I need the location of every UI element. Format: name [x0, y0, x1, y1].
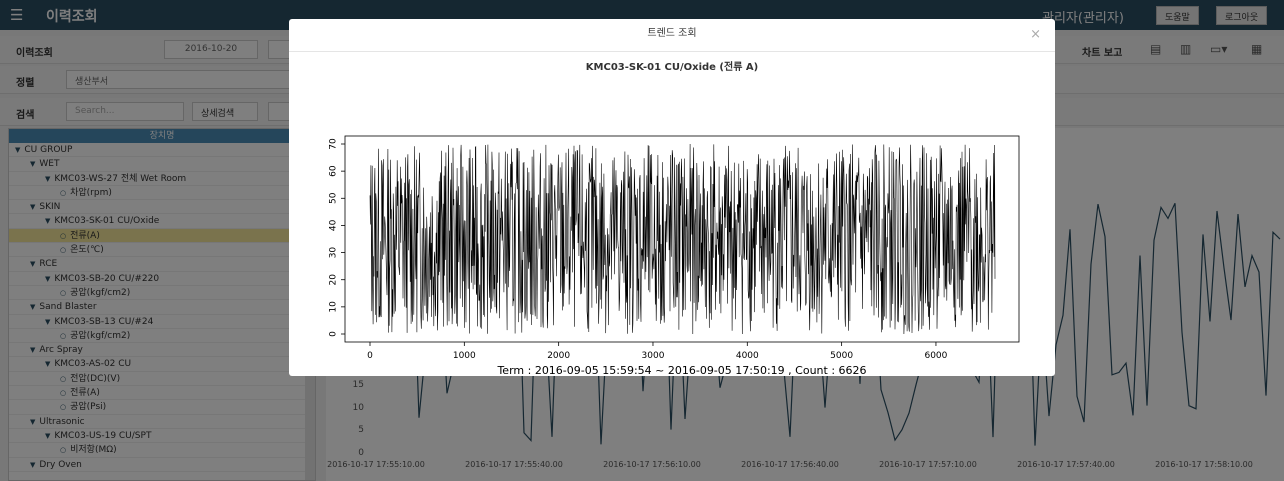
x-tick-label: 1000: [453, 351, 476, 361]
term-footer: Term : 2016-09-05 15:59:54 ~ 2016-09-05 …: [496, 364, 866, 376]
y-tick-label: 60: [329, 165, 339, 177]
y-tick-label: 30: [329, 247, 339, 259]
plot-frame: [344, 135, 1020, 343]
close-icon[interactable]: ×: [1030, 27, 1041, 42]
x-tick-label: 5000: [830, 351, 853, 361]
y-tick-label: 40: [329, 219, 339, 231]
trend-modal: 트렌드 조회 × KMC03-SK-01 CU/Oxide (전류 A) 0 100…: [289, 19, 1055, 376]
y-tick-label: 0: [329, 331, 339, 337]
x-tick-label: 4000: [736, 351, 759, 361]
x-tick-label: 6000: [924, 351, 947, 361]
chart-title: KMC03-SK-01 CU/Oxide (전류 A): [586, 60, 758, 73]
x-tick-label: 2000: [547, 351, 570, 361]
series-line: [369, 143, 996, 335]
modal-title: 트렌드 조회: [289, 19, 1055, 52]
y-tick-label: 20: [329, 274, 339, 286]
x-tick-label: 0: [367, 351, 373, 361]
y-tick-label: 50: [329, 192, 339, 204]
y-tick-label: 70: [329, 138, 339, 150]
x-tick-label: 3000: [642, 351, 665, 361]
trend-chart: KMC03-SK-01 CU/Oxide (전류 A) 0 1000 2000 3000…: [329, 60, 1020, 376]
y-tick-label: 10: [329, 301, 339, 313]
